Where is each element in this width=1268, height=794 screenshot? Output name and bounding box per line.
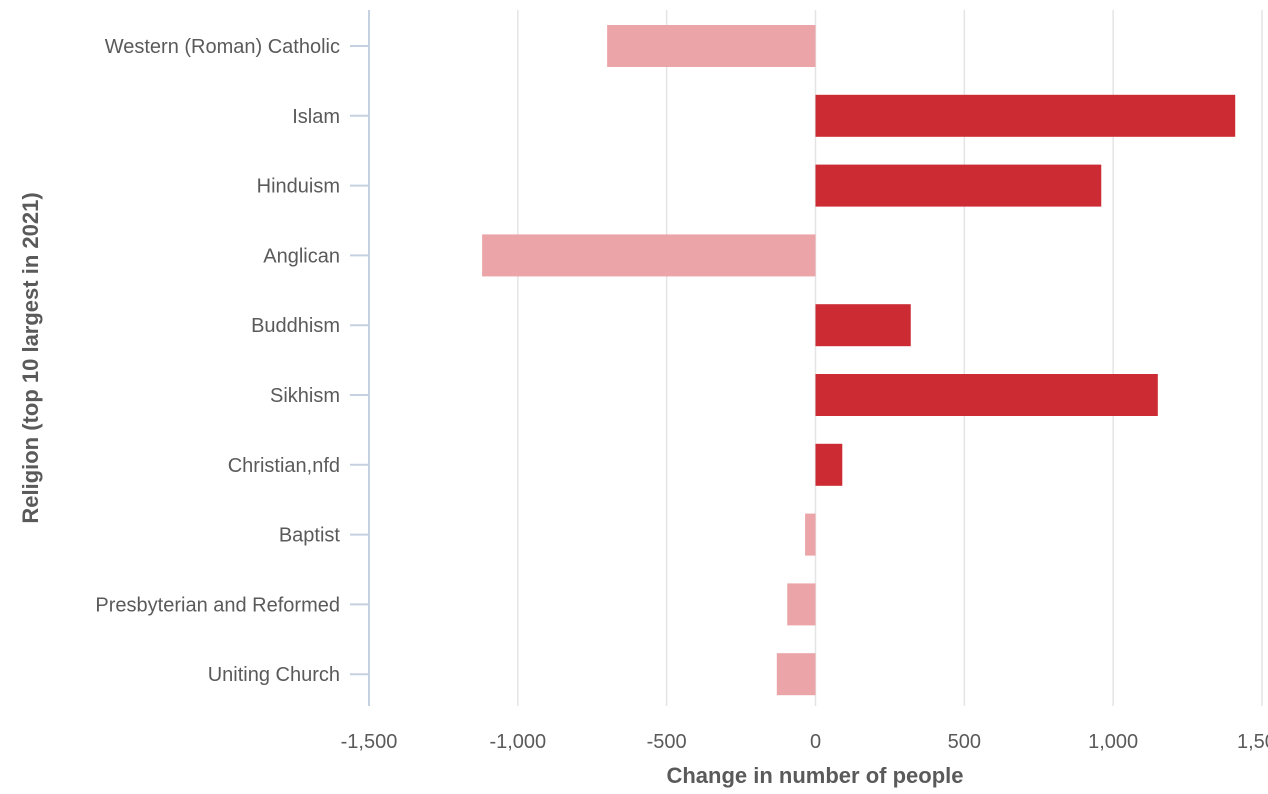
y-tick-label: Sikhism	[270, 385, 340, 407]
y-tick-label: Uniting Church	[208, 664, 340, 686]
bar	[815, 164, 1102, 207]
bar	[815, 304, 911, 347]
bar	[482, 234, 816, 277]
y-tick-label: Islam	[292, 106, 340, 128]
x-tick-label: -1,500	[341, 731, 398, 753]
y-axis-ticks: Western (Roman) Catholic Islam Hinduism Ang…	[95, 36, 369, 686]
x-axis-title: Change in number of people	[666, 763, 963, 788]
x-tick-label: 500	[948, 731, 981, 753]
bar	[815, 443, 843, 486]
bars	[482, 25, 1236, 696]
bar	[776, 653, 816, 696]
x-tick-label: 1,000	[1088, 731, 1138, 753]
x-tick-label: 0	[810, 731, 821, 753]
x-tick-label: 1,500	[1237, 731, 1268, 753]
y-axis-title: Religion (top 10 largest in 2021)	[18, 192, 43, 523]
y-tick-label: Baptist	[279, 525, 341, 547]
y-tick-label: Buddhism	[251, 315, 340, 337]
x-axis-ticks: -1,500 -1,000 -500 0 500 1,000 1,500	[341, 731, 1268, 753]
bar	[815, 94, 1236, 137]
bar	[607, 25, 816, 67]
bar	[787, 583, 816, 626]
bar	[815, 374, 1158, 416]
y-tick-label: Hinduism	[257, 176, 340, 198]
y-tick-label: Presbyterian and Reformed	[95, 594, 340, 616]
x-tick-label: -1,000	[489, 731, 546, 753]
y-tick-label: Christian,nfd	[228, 455, 340, 477]
y-tick-label: Anglican	[263, 245, 340, 267]
y-tick-label: Western (Roman) Catholic	[105, 36, 340, 58]
bar	[805, 513, 816, 556]
x-tick-label: -500	[647, 731, 687, 753]
